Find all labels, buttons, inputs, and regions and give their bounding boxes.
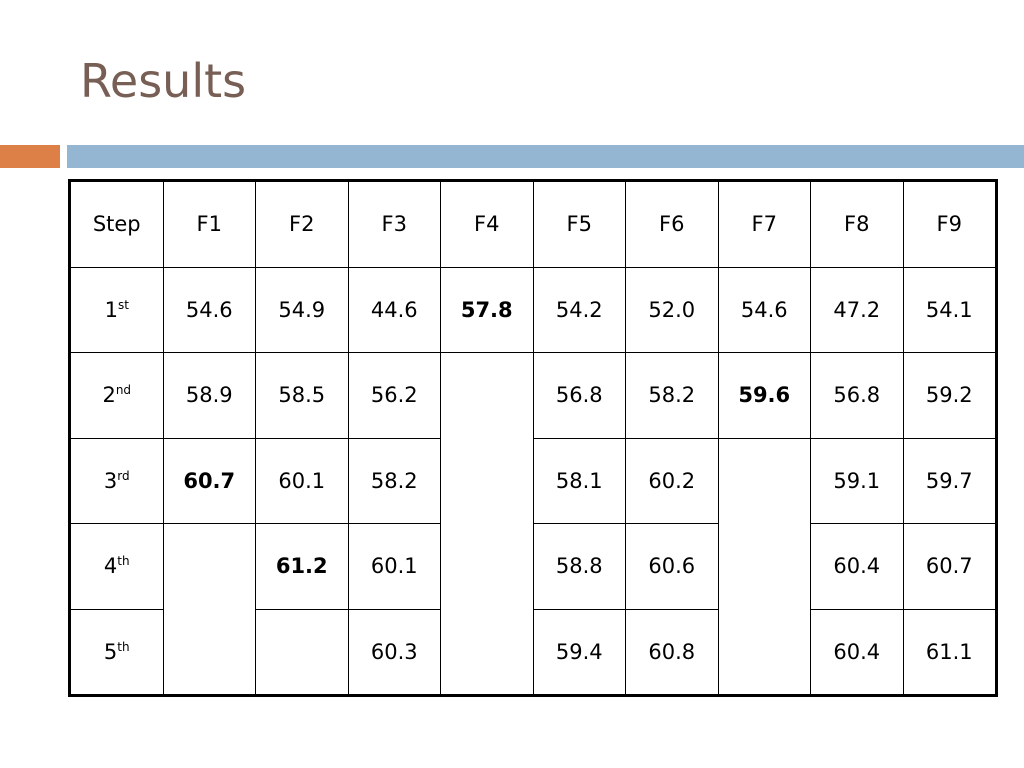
- cell: 58.2: [625, 352, 719, 439]
- header-cell: F5: [532, 180, 626, 268]
- header-bar: [67, 145, 1024, 168]
- header-cell: F6: [625, 180, 719, 268]
- cell: 60.7: [902, 523, 997, 610]
- header-cell: F8: [810, 180, 904, 268]
- cell: 58.1: [532, 437, 626, 524]
- cell: 59.7: [902, 437, 997, 524]
- cell: 54.6: [162, 266, 256, 353]
- cell: 59.6: [717, 352, 811, 439]
- step-number: 5: [103, 639, 118, 664]
- step-cell: 3rd: [69, 437, 164, 524]
- cell: 54.6: [717, 266, 811, 353]
- cell: 60.4: [810, 523, 904, 610]
- cell: 60.6: [625, 523, 719, 610]
- cell: 60.3: [347, 608, 441, 696]
- row: 5th 60.3 59.4 60.8 60.4 61.1: [69, 608, 997, 696]
- slide-title: Results: [80, 54, 247, 108]
- step-number: 3: [103, 468, 118, 493]
- header-cell: F4: [440, 180, 534, 268]
- cell: 54.1: [902, 266, 997, 353]
- header-row: Step F1 F2 F3 F4 F5 F6 F7 F8 F9: [69, 180, 997, 268]
- cell: 58.8: [532, 523, 626, 610]
- step-number: 4: [103, 554, 118, 579]
- row: 3rd 60.7 60.1 58.2 58.1 60.2 59.1 59.7: [69, 437, 997, 696]
- accent-bar: [0, 145, 60, 168]
- header-cell: F7: [717, 180, 811, 268]
- cell: 56.8: [810, 352, 904, 439]
- step-cell: 4th: [69, 523, 164, 610]
- step-cell: 1st: [69, 266, 164, 353]
- step-number: 2: [102, 383, 116, 408]
- cell: 52.0: [625, 266, 719, 353]
- cell: 56.2: [347, 352, 441, 439]
- empty-cell: [717, 437, 811, 696]
- step-suffix: st: [117, 297, 129, 312]
- cell: 60.1: [255, 437, 349, 524]
- header-cell: F1: [162, 180, 256, 268]
- cell: 56.8: [532, 352, 626, 439]
- row: 1st 54.6 54.9 44.6 57.8 54.2 52.0 54.6 4…: [69, 266, 997, 353]
- row: 2nd 58.9 58.5 56.2 56.8 58.2 59.6 56.8 5…: [69, 352, 997, 696]
- step-suffix: nd: [115, 383, 132, 398]
- cell: 60.4: [810, 608, 904, 696]
- empty-cell: [162, 523, 256, 696]
- results-table: Step F1 F2 F3 F4 F5 F6 F7 F8 F9 1st 54.6…: [68, 179, 998, 697]
- header-cell: F9: [902, 180, 997, 268]
- cell: 58.5: [255, 352, 349, 439]
- row: 4th 61.2 60.1 58.8 60.6 60.4 60.7: [69, 523, 997, 696]
- step-suffix: th: [117, 554, 130, 569]
- cell: 60.8: [625, 608, 719, 696]
- cell: 59.2: [902, 352, 997, 439]
- step-suffix: th: [117, 639, 130, 654]
- step-cell: 5th: [69, 608, 164, 696]
- cell: 54.9: [255, 266, 349, 353]
- empty-cell: [255, 608, 349, 696]
- step-cell: 2nd: [69, 352, 164, 439]
- empty-cell: [440, 352, 534, 696]
- cell: 47.2: [810, 266, 904, 353]
- step-number: 1: [104, 297, 118, 322]
- cell: 60.2: [625, 437, 719, 524]
- cell: 61.1: [902, 608, 997, 696]
- cell: 57.8: [440, 266, 534, 353]
- step-suffix: rd: [117, 468, 130, 483]
- cell: 54.2: [532, 266, 626, 353]
- header-cell: F3: [347, 180, 441, 268]
- header-cell: F2: [255, 180, 349, 268]
- cell: 59.1: [810, 437, 904, 524]
- cell: 44.6: [347, 266, 441, 353]
- cell: 61.2: [255, 523, 349, 610]
- cell: 60.1: [347, 523, 441, 610]
- header-cell: Step: [69, 180, 164, 268]
- cell: 59.4: [532, 608, 626, 696]
- cell: 58.2: [347, 437, 441, 524]
- cell: 60.7: [162, 437, 256, 524]
- cell: 58.9: [162, 352, 256, 439]
